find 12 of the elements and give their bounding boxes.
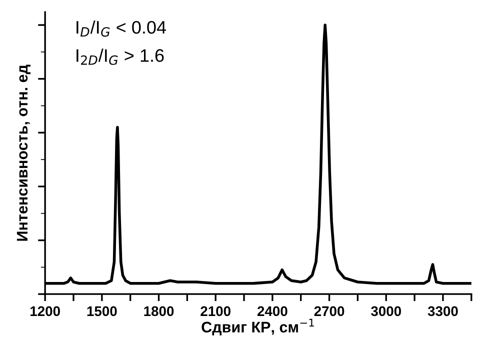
x-tick-label: 3000 [370,306,401,316]
x-tick-label: 2100 [200,306,230,316]
y-axis-title: Интенсивность, отн. ед [16,64,31,241]
x-tick-label: 3300 [428,306,458,316]
x-axis-title: Сдвиг КР, см$^{−1}$ [202,318,314,336]
annotation: I$_{D}$/I$_{G}$ < 0.04 [76,20,166,37]
annotation: I$_{2D}$/I$_{G}$ > 1.6 [76,48,164,65]
x-tick-label: 2400 [257,306,288,316]
x-tick-label: 1200 [30,306,60,316]
x-tick-label: 1800 [144,306,174,316]
x-tick-label: 2700 [314,306,344,316]
x-tick-label: 1500 [87,306,117,316]
